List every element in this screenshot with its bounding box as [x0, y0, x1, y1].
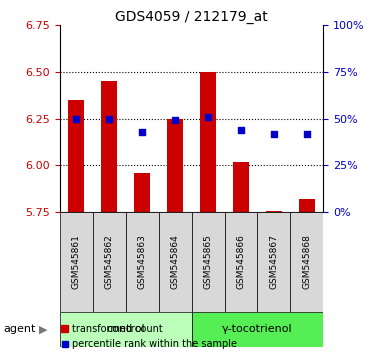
Bar	[159, 212, 191, 312]
Text: GSM545861: GSM545861	[72, 234, 81, 290]
Legend: transformed count, percentile rank within the sample: transformed count, percentile rank withi…	[61, 324, 238, 349]
Point	[73, 116, 79, 121]
Bar	[93, 212, 126, 312]
Bar	[200, 72, 216, 212]
Point	[172, 118, 178, 123]
Text: GSM545862: GSM545862	[105, 235, 114, 289]
Text: ▶: ▶	[38, 324, 47, 334]
Point	[139, 129, 145, 135]
Bar	[191, 212, 224, 312]
Point	[304, 131, 310, 136]
Text: GSM545863: GSM545863	[137, 234, 147, 290]
Bar	[266, 211, 282, 212]
Bar	[224, 212, 258, 312]
Title: GDS4059 / 212179_at: GDS4059 / 212179_at	[115, 10, 268, 24]
Text: GSM545864: GSM545864	[171, 235, 179, 289]
Bar	[126, 212, 159, 312]
Text: GSM545868: GSM545868	[302, 234, 311, 290]
Bar	[60, 212, 93, 312]
Bar	[191, 312, 323, 347]
Bar	[290, 212, 323, 312]
Text: GSM545865: GSM545865	[204, 234, 213, 290]
Text: γ-tocotrienol: γ-tocotrienol	[222, 324, 293, 334]
Bar	[299, 199, 315, 212]
Bar	[68, 100, 84, 212]
Bar	[134, 173, 150, 212]
Bar	[101, 81, 117, 212]
Text: GSM545867: GSM545867	[270, 234, 278, 290]
Bar	[60, 312, 191, 347]
Point	[271, 131, 277, 136]
Bar	[258, 212, 290, 312]
Point	[205, 114, 211, 120]
Text: agent: agent	[4, 324, 36, 334]
Text: control: control	[106, 324, 145, 334]
Bar	[233, 162, 249, 212]
Point	[106, 116, 112, 121]
Point	[238, 127, 244, 133]
Bar	[167, 119, 183, 212]
Text: GSM545866: GSM545866	[236, 234, 246, 290]
